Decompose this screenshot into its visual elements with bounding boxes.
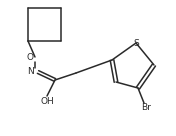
Text: Br: Br — [141, 103, 151, 112]
Text: O: O — [27, 52, 33, 61]
Text: OH: OH — [40, 97, 54, 106]
Text: N: N — [27, 67, 33, 76]
Text: S: S — [133, 38, 139, 47]
